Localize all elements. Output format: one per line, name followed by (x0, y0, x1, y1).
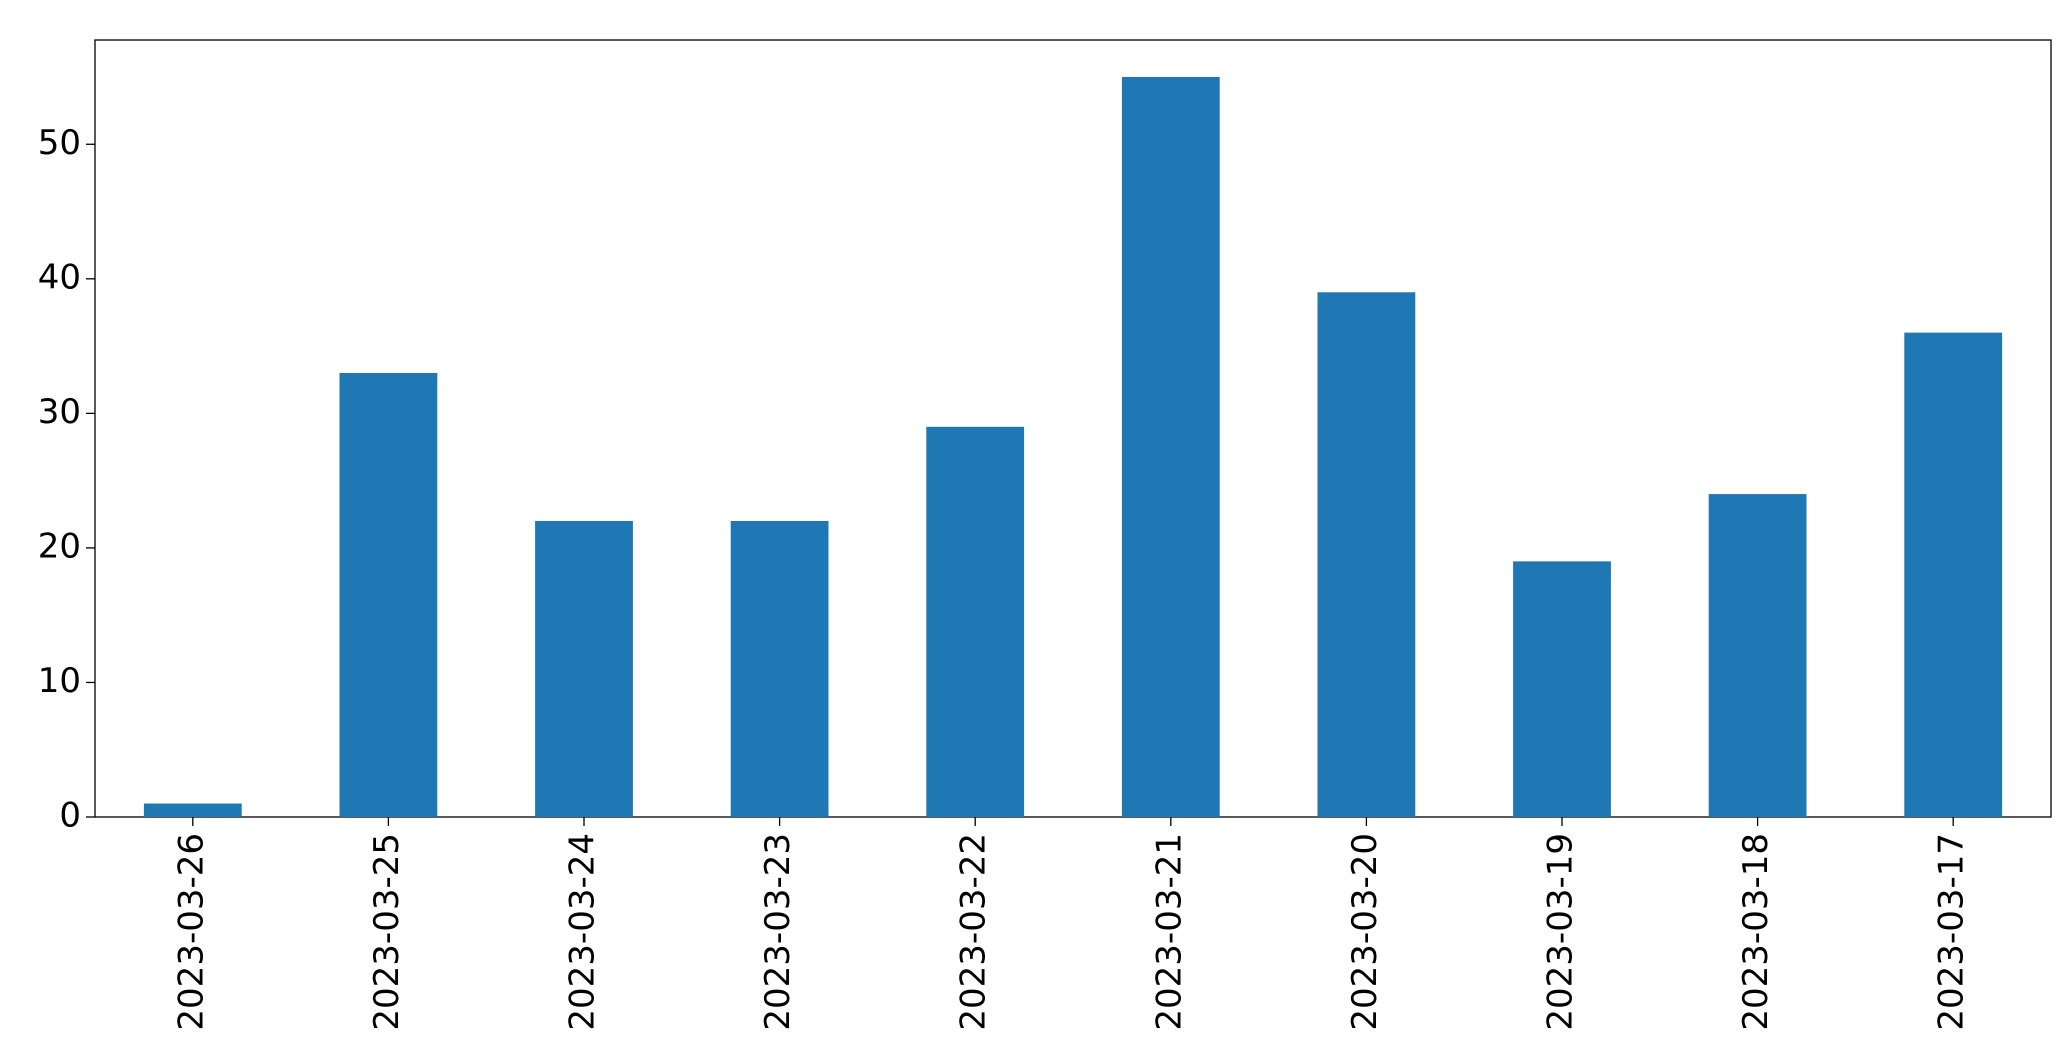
x-tick-label: 2023-03-24 (563, 833, 603, 1031)
bar (1121, 77, 1220, 817)
bar (1513, 561, 1611, 817)
bar (535, 521, 633, 817)
y-tick-label: 40 (38, 257, 81, 297)
x-tick-label: 2023-03-22 (954, 833, 994, 1031)
bar (143, 803, 242, 817)
y-tick-label: 20 (38, 526, 81, 566)
bar (1317, 292, 1416, 818)
y-tick-label: 30 (38, 392, 81, 432)
x-tick-label: 2023-03-19 (1541, 833, 1581, 1031)
bar (1708, 494, 1807, 817)
x-tick-label: 2023-03-20 (1345, 833, 1385, 1031)
bar (1904, 332, 2003, 817)
plot-frame (94, 39, 2052, 818)
bar (730, 521, 829, 817)
x-tick-label: 2023-03-21 (1149, 833, 1189, 1031)
bar (926, 426, 1025, 817)
x-tick-label: 2023-03-18 (1736, 833, 1776, 1031)
x-tick-label: 2023-03-23 (758, 833, 798, 1031)
bar (339, 373, 438, 817)
y-tick-label: 0 (59, 796, 81, 836)
x-tick-label: 2023-03-26 (171, 833, 211, 1031)
y-tick-label: 50 (38, 123, 81, 163)
x-tick-label: 2023-03-17 (1932, 833, 1972, 1031)
y-tick-label: 10 (38, 661, 81, 701)
x-tick-label: 2023-03-25 (367, 833, 407, 1031)
